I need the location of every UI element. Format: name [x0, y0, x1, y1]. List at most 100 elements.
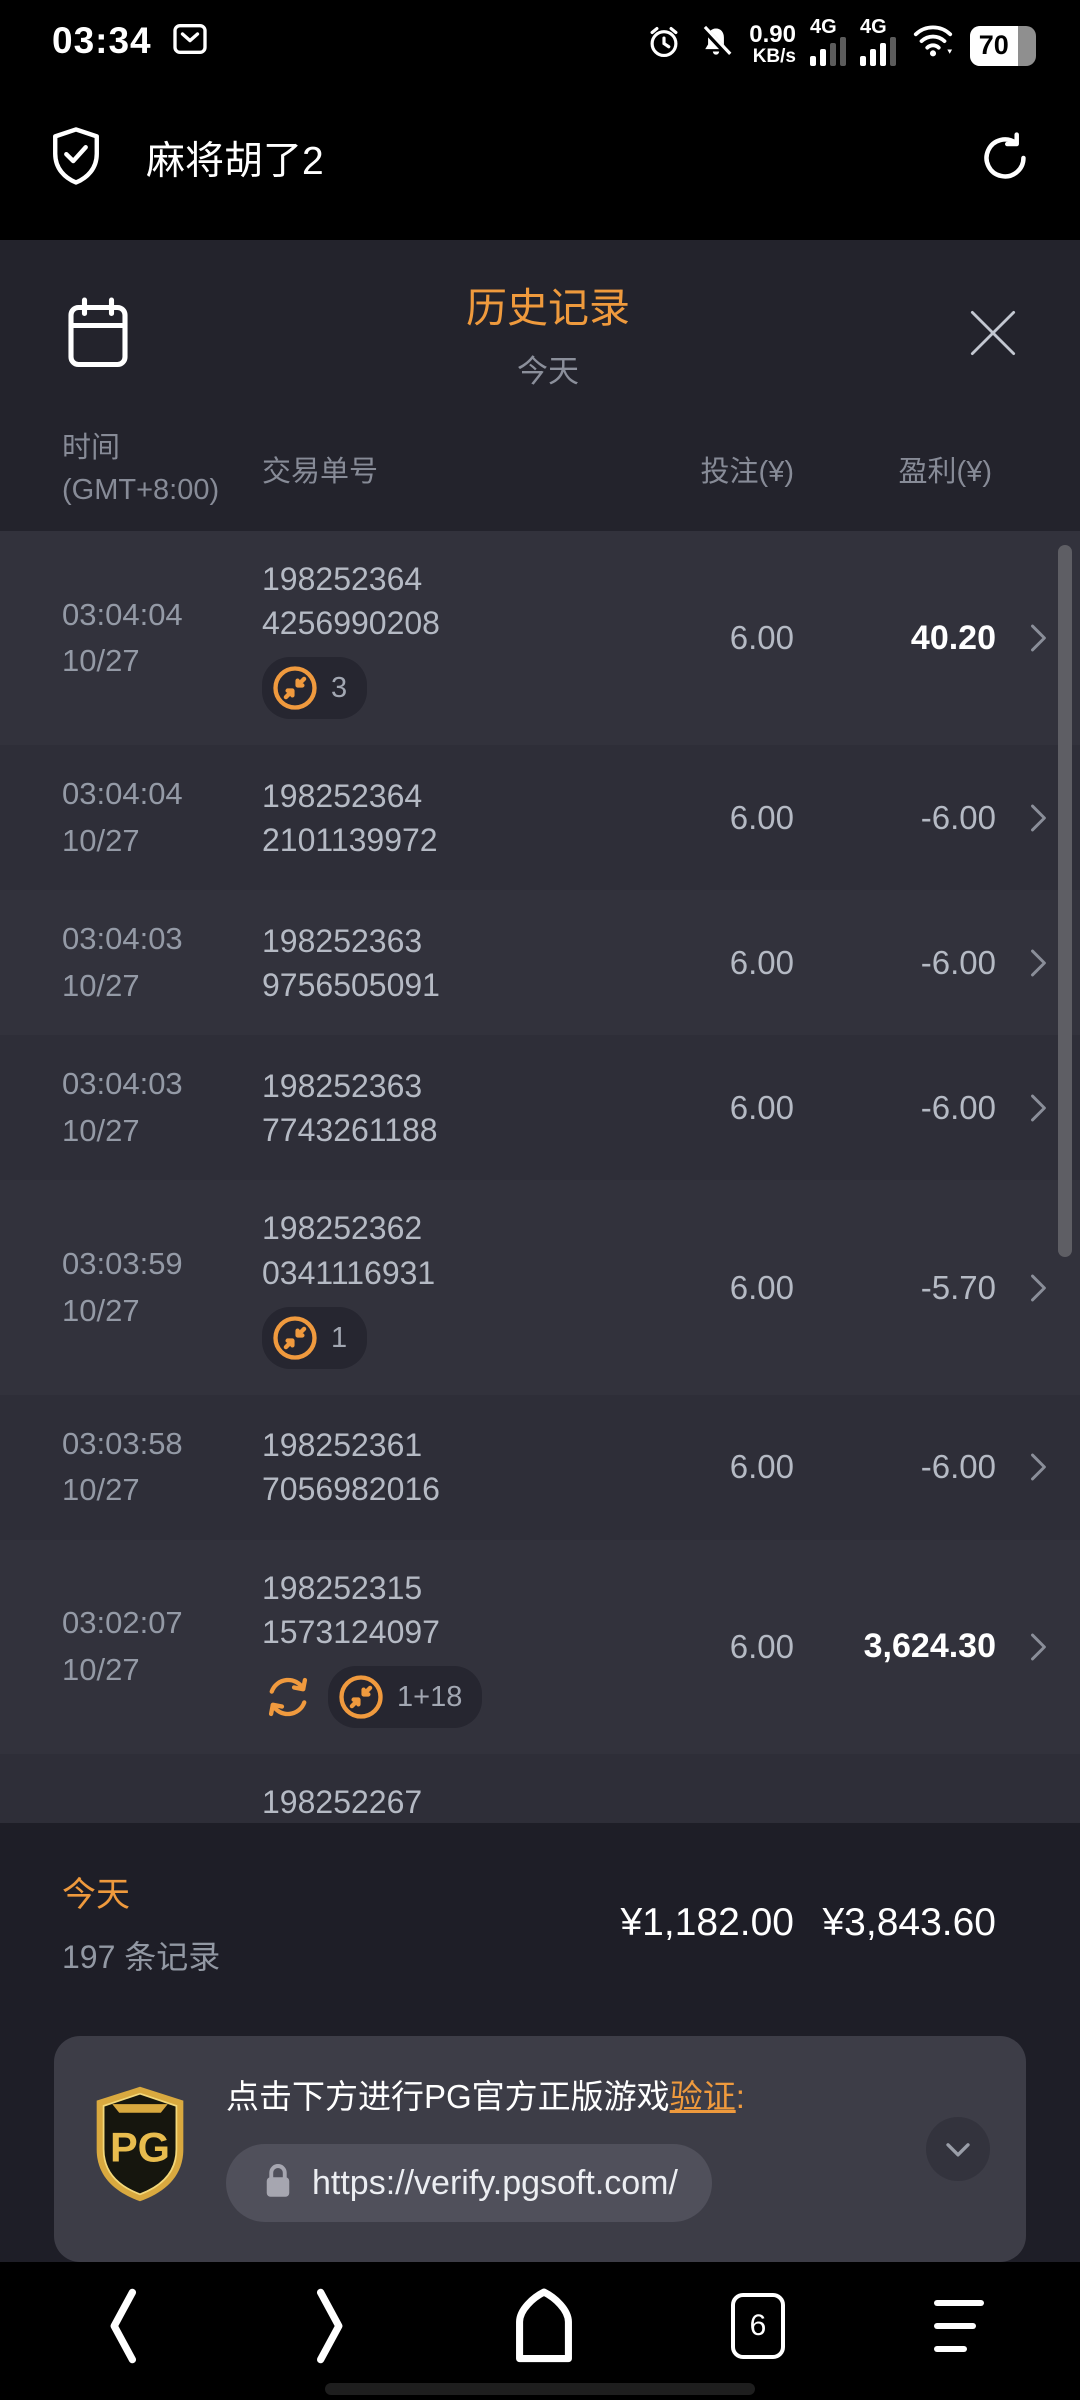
row-transaction: 198252363 9756505091	[262, 922, 440, 1003]
verify-url: https://verify.pgsoft.com/	[312, 2163, 678, 2202]
column-time: 时间 (GMT+8:00)	[62, 432, 220, 507]
bonus-badge: 1+18	[328, 1666, 483, 1729]
tabs-icon: 6	[731, 2293, 785, 2359]
status-bar: 03:34	[0, 0, 1080, 76]
row-time: 03:03:59 10/27	[62, 1246, 183, 1328]
modal-header: 历史记录 今天	[0, 240, 1080, 417]
table-row[interactable]: 03:03:58 10/27 198252361 7056982016 6.00 -…	[0, 1394, 1080, 1540]
bonus-badge: 1	[262, 1306, 368, 1369]
wifi-icon	[910, 19, 956, 66]
row-time: 03:04:03 10/27	[62, 921, 183, 1003]
verify-url-pill[interactable]: https://verify.pgsoft.com/	[226, 2144, 712, 2222]
chevron-right-icon	[1031, 1633, 1046, 1661]
table-row[interactable]: 03:02:07 10/27 198252315 1573124097	[0, 1539, 1080, 1755]
network-speed: 0.90 KB/s	[749, 20, 796, 67]
modal-title: 历史记录	[466, 285, 630, 331]
row-time: 03:04:04 10/27	[62, 776, 183, 858]
chevron-right-icon	[1031, 1453, 1046, 1481]
bonus-arrows-icon	[273, 666, 317, 711]
row-profit: -6.00	[920, 798, 996, 836]
app-header: 麻将胡了2	[0, 76, 1080, 240]
signal-sim2: 4G	[860, 17, 896, 66]
verify-card: PG 点击下方进行PG官方正版游戏验证: https://verify.pgso…	[54, 2036, 1026, 2262]
row-bet: 6.00	[729, 1627, 794, 1665]
row-profit: 3,624.30	[863, 1627, 996, 1666]
row-profit: 40.20	[910, 618, 996, 657]
table-row[interactable]: 03:04:03 10/27 198252363 7743261188 6.00 -…	[0, 1035, 1080, 1181]
row-bet: 6.00	[729, 619, 794, 657]
calendar-button[interactable]	[62, 293, 134, 373]
table-row[interactable]: 03:03:59 10/27 198252362 0341116931 1	[0, 1180, 1080, 1395]
row-profit: -6.00	[920, 943, 996, 981]
table-row[interactable]: 03:04:04 10/27 198252364 2101139972 6.00 -…	[0, 745, 1080, 891]
summary-total-bet: ¥1,182.00	[620, 1900, 794, 1944]
row-profit: -5.70	[920, 1268, 996, 1306]
summary-total-profit: ¥3,843.60	[822, 1900, 996, 1944]
row-profit: -6.00	[920, 1448, 996, 1486]
respin-icon	[262, 1671, 314, 1723]
home-indicator[interactable]	[325, 2383, 755, 2395]
row-bet: 6.00	[729, 1088, 794, 1126]
table-row[interactable]: 03:04:04 10/27 198252364 4256990208 3	[0, 531, 1080, 746]
signal-bars-icon	[860, 36, 896, 66]
muted-bell-icon	[697, 23, 735, 66]
collapse-banner-button[interactable]	[926, 2117, 990, 2181]
row-transaction: 198252361 7056982016	[262, 1427, 440, 1508]
row-time: 03:03:58 10/27	[62, 1425, 183, 1508]
menu-button[interactable]	[934, 2300, 984, 2352]
pg-shield-logo: PG	[88, 2083, 192, 2210]
home-icon	[516, 2288, 572, 2363]
column-txn: 交易单号	[262, 456, 379, 489]
row-transaction: 198252364 4256990208 3	[262, 557, 592, 720]
tabs-button[interactable]: 6	[731, 2293, 785, 2359]
signal-sim1: 4G	[810, 17, 846, 66]
row-time: 03:04:03 10/27	[62, 1066, 183, 1148]
home-button[interactable]	[506, 2284, 582, 2368]
forward-arrow-icon	[316, 2288, 343, 2364]
shield-check-icon[interactable]	[48, 126, 104, 191]
row-bet: 6.00	[729, 1448, 794, 1486]
close-button[interactable]	[962, 302, 1024, 364]
summary-day: 今天	[62, 1876, 130, 1914]
back-arrow-icon	[110, 2288, 137, 2364]
chevron-right-icon	[1031, 624, 1046, 652]
bonus-arrows-icon	[273, 1316, 317, 1360]
clock-time: 03:34	[52, 20, 152, 61]
table-row[interactable]: 03:00:1310/27 1982522675439869440	[0, 1754, 1080, 1823]
summary-bar: 今天 197 条记录 ¥1,182.00 ¥3,843.60	[0, 1823, 1080, 2016]
row-time: 03:04:04 10/27	[62, 596, 183, 679]
alarm-icon	[645, 23, 683, 66]
scrollbar[interactable]	[1058, 545, 1072, 1258]
back-button[interactable]	[96, 2284, 152, 2368]
row-bet: 6.00	[729, 798, 794, 836]
verify-link[interactable]: 验证	[669, 2078, 736, 2115]
chevron-right-icon	[1031, 1274, 1046, 1301]
row-time: 03:02:07 10/27	[62, 1605, 183, 1687]
browser-nav-bar: 6	[0, 2262, 1080, 2400]
table-header: 时间 (GMT+8:00) 交易单号 投注(¥) 盈利(¥)	[0, 417, 1080, 531]
chevron-right-icon	[1031, 804, 1046, 832]
bonus-arrows-icon	[339, 1675, 383, 1719]
chevron-right-icon	[1031, 949, 1046, 977]
forward-button[interactable]	[301, 2284, 357, 2368]
svg-text:PG: PG	[110, 2123, 170, 2170]
column-profit: 盈利(¥)	[898, 456, 992, 489]
verify-text: 点击下方进行PG官方正版游戏验证:	[226, 2078, 745, 2115]
bonus-badge: 3	[262, 657, 368, 720]
modal-subtitle: 今天	[517, 354, 579, 389]
page-title: 麻将胡了2	[146, 140, 324, 183]
tab-count: 6	[749, 2309, 767, 2342]
row-bet: 6.00	[729, 1268, 794, 1306]
chevron-right-icon	[1031, 1094, 1046, 1122]
verify-section: PG 点击下方进行PG官方正版游戏验证: https://verify.pgso…	[0, 2016, 1080, 2262]
refresh-button[interactable]	[978, 131, 1032, 185]
table-row[interactable]: 03:04:03 10/27 198252363 9756505091 6.00 -…	[0, 890, 1080, 1036]
signal-bars-icon	[810, 36, 846, 66]
history-list: 03:04:04 10/27 198252364 4256990208 3	[0, 531, 1080, 1823]
row-time: 03:00:1310/27	[62, 1815, 262, 1823]
row-bet: 6.00	[729, 943, 794, 981]
chevron-down-icon	[946, 2143, 970, 2157]
lock-icon	[260, 2160, 296, 2207]
column-bet: 投注(¥)	[700, 456, 794, 489]
